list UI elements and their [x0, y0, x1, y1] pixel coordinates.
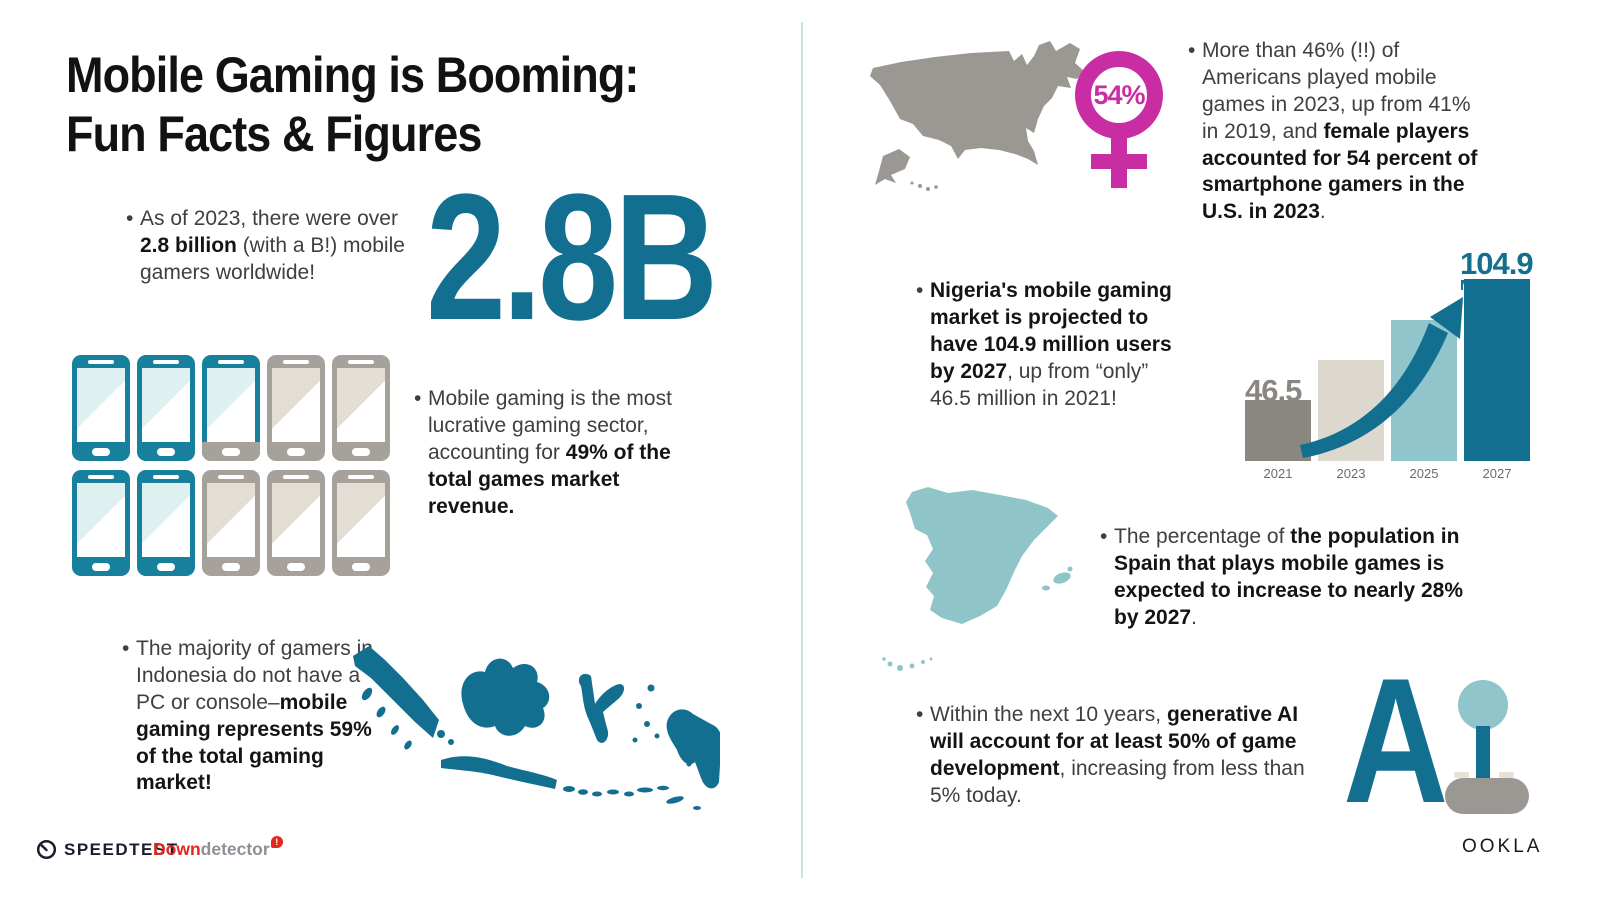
bullet-dot: • — [916, 703, 924, 726]
fact-revenue-bold: 49% of the total games market revenue. — [428, 440, 671, 518]
title-line-2: Fun Facts & Figures — [66, 105, 482, 162]
growth-arrow-icon — [1300, 297, 1463, 458]
phone-icon-teal — [72, 470, 130, 576]
joystick-button-icon — [1454, 772, 1469, 778]
female-percentage: 54% — [1093, 80, 1145, 110]
fact-gamers-text-2: (with a B!) mobile gamers worldwide! — [140, 233, 405, 284]
column-divider — [801, 22, 803, 878]
usa-map — [870, 41, 1084, 191]
fact-ai-text-2: , increasing from less than 5% today. — [930, 756, 1305, 807]
joystick-ball-icon — [1458, 680, 1508, 730]
phone-icon-gray — [267, 470, 325, 576]
fact-gamers: • As of 2023, there were over 2.8 billio… — [124, 206, 408, 287]
phone-grid — [72, 355, 402, 576]
fact-indonesia-text: The majority of gamers in Indonesia do n… — [136, 637, 373, 714]
bar-rect-2027 — [1464, 279, 1530, 461]
bullet-dot: • — [122, 637, 130, 660]
page-title: Mobile Gaming is Booming: Fun Facts & Fi… — [66, 46, 639, 163]
female-icon — [1075, 51, 1163, 188]
bar-year-label: 2027 — [1482, 466, 1512, 481]
phone-icon-teal — [72, 355, 130, 461]
phone-icon-gray — [332, 470, 390, 576]
bullet-dot: • — [1188, 39, 1196, 62]
downdetector-badge-icon: ! — [270, 836, 283, 848]
fact-spain-bold: the population in Spain that plays mobil… — [1114, 525, 1463, 629]
fact-usa-bold: female players accounted for 54 percent … — [1202, 119, 1478, 224]
big-stat-2-8b: 2.8B — [426, 157, 718, 358]
fact-spain-text-2: . — [1191, 605, 1197, 629]
joystick-stick-icon — [1476, 726, 1490, 782]
joystick-base-icon — [1445, 778, 1529, 814]
female-symbol-badge: 54% — [1072, 48, 1166, 192]
fact-usa: • More than 46% (!!) of Americans played… — [1186, 38, 1480, 226]
fact-spain: • The percentage of the population in Sp… — [1098, 524, 1484, 632]
bar-year-label: 2025 — [1409, 466, 1439, 481]
fact-ai-bold: generative AI will account for at least … — [930, 703, 1299, 780]
fact-usa-text-2: . — [1319, 200, 1326, 224]
fact-nigeria: • Nigeria's mobile gaming market is proj… — [914, 278, 1190, 412]
bullet-dot: • — [1100, 525, 1108, 548]
ai-letter-a: A — [1343, 641, 1448, 840]
phone-icon-teal — [137, 355, 195, 461]
bullet-dot: • — [414, 387, 422, 410]
fact-gamers-text: As of 2023, there were over — [140, 207, 398, 230]
bullet-dot: • — [916, 279, 924, 302]
bar-year-label: 2021 — [1263, 466, 1293, 481]
fact-ai-text: Within the next 10 years, — [930, 703, 1167, 726]
bar-column-2021: 2021 — [1245, 400, 1311, 481]
phone-icon-gray — [267, 355, 325, 461]
joystick-button-icon — [1499, 772, 1514, 778]
phone-icon-gray — [202, 470, 260, 576]
bar-year-label: 2023 — [1336, 466, 1366, 481]
fact-indonesia-bold: mobile gaming represents 59% of the tota… — [136, 690, 372, 795]
downdetector-logo: Downdetector! — [153, 836, 283, 860]
fact-nigeria-bold: Nigeria's mobile gaming market is projec… — [930, 279, 1172, 383]
speedtest-logo: SPEEDTEST — [36, 839, 179, 860]
chart-end-value: 104.9 — [1460, 246, 1534, 281]
fact-ai: • Within the next 10 years, generative A… — [914, 702, 1322, 810]
fact-revenue-text: Mobile gaming is the most lucrative gami… — [428, 387, 672, 464]
fact-usa-text: More than 46% (!!) of Americans played m… — [1202, 39, 1471, 143]
fact-gamers-bold: 2.8 billion — [140, 233, 237, 257]
fact-indonesia: • The majority of gamers in Indonesia do… — [120, 636, 386, 797]
bar-column-2027: 2027 — [1464, 279, 1530, 481]
speedtest-gauge-icon — [36, 839, 57, 860]
spain-map — [882, 487, 1073, 671]
phone-icon-gray — [332, 355, 390, 461]
ai-joystick-graphic: A — [1335, 648, 1547, 830]
fact-revenue: • Mobile gaming is the most lucrative ga… — [412, 386, 678, 520]
phone-icon-teal — [137, 470, 195, 576]
fact-nigeria-text: , up from “only” 46.5 million in 2021! — [930, 359, 1149, 410]
phone-icon-partial — [202, 355, 260, 461]
indonesia-map — [353, 646, 720, 810]
downdetector-word-detector: detector — [200, 839, 270, 859]
ookla-logo: OOKLA — [1462, 836, 1543, 857]
bullet-dot: • — [126, 207, 134, 230]
title-line-1: Mobile Gaming is Booming: — [66, 47, 639, 103]
bar-rect-2021 — [1245, 400, 1311, 461]
downdetector-word-down: Down — [153, 839, 201, 859]
nigeria-users-bar-chart: 46.5 MILLION 104.9 MILLION 2021202320252… — [1220, 245, 1550, 503]
speedtest-wordmark: SPEEDTEST — [64, 839, 179, 859]
fact-spain-text: The percentage of — [1114, 525, 1291, 548]
